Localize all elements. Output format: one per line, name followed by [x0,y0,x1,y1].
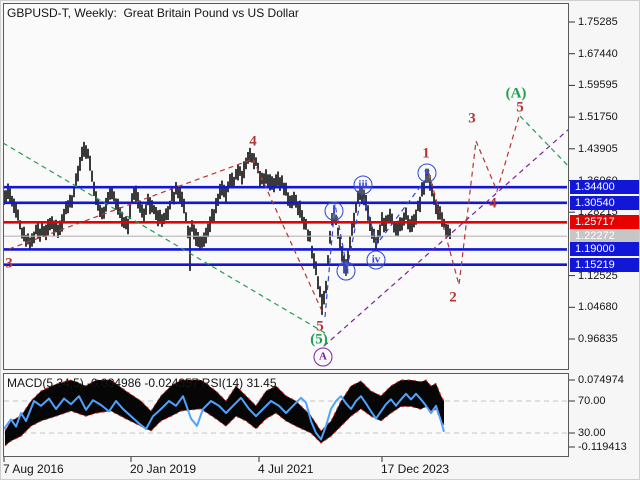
price-axis-label: 1.04680 [578,301,618,314]
trendline-2[interactable] [8,158,254,250]
indicator-axis-label: -0.119413 [578,441,627,453]
trendline-6[interactable] [324,178,427,318]
date-axis-label: 17 Dec 2023 [381,462,450,476]
chart-title: GBPUSD-T, Weekly: Great Britain Pound vs… [7,6,299,20]
wave-label-4: 4 [249,133,257,150]
price-axis-label: 1.43905 [578,142,618,155]
wave-label-A: A [313,347,333,367]
trendline-0[interactable] [3,142,326,334]
wave-label-iv: iv [366,250,386,270]
wave-label-2: 2 [449,289,457,306]
macd-histogram [5,380,444,446]
wave-label-i: i [324,201,344,221]
trendline-3[interactable] [252,158,323,312]
price-level-badge-1.19000: 1.19000 [570,242,639,257]
indicator-axis-label: 30.00 [578,427,606,439]
date-axis-label: 20 Jan 2019 [130,462,197,476]
price-axis-label: 1.12525 [578,269,618,282]
wave-label-4: 4 [489,195,497,212]
price-axis-label: 1.75285 [578,16,618,28]
wave-label-A: (A) [505,85,527,102]
rsi-line [4,392,445,441]
candlestick-series [4,141,451,315]
wave-label-5: 5 [516,99,524,116]
trendline-1[interactable] [519,115,569,167]
wave-label-v: v [417,163,437,183]
date-axis-label: 7 Aug 2016 [3,462,64,476]
wave-label-iii: iii [353,175,373,195]
wave-label-5: 5 [316,318,324,335]
indicator-label: MACD(5,34,5) -0.034986 -0.024357 RSI(14)… [7,376,277,390]
wave-label-5: (5) [310,331,328,348]
wave-label-3: 3 [468,110,476,127]
indicator-axis-label: 70.00 [578,395,606,407]
price-level-badge-1.30540: 1.30540 [570,195,639,210]
price-level-badge-1.25717: 1.25717 [570,215,639,230]
price-axis-label: 1.51750 [578,111,618,124]
price-level-badge-1.15219: 1.15219 [570,257,639,272]
wave-label-ii: ii [336,261,356,281]
price-level-badge-1.22272: 1.22272 [570,229,639,244]
macd-signal-line [4,379,445,432]
price-axis-label: 1.67440 [578,47,618,60]
indicator-axis-label: 0.074974 [578,374,624,386]
date-axis-label: 4 Jul 2021 [258,462,314,476]
price-axis-label: 0.96835 [578,333,618,345]
price-level-badge-1.34400: 1.34400 [570,180,639,195]
trendline-5[interactable] [323,129,569,347]
macd-signal-line-lower [4,405,445,447]
trendline-4[interactable] [428,112,521,286]
wave-label-1: 1 [422,145,430,162]
price-axis-label: 1.59595 [578,79,618,92]
wave-label-3: 3 [5,255,13,272]
